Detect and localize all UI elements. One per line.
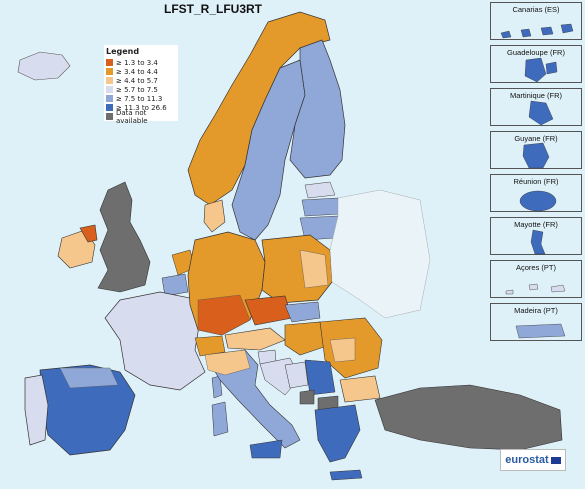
eu-flag-icon [550,456,561,464]
inset-label: Açores (PT) [515,263,556,272]
legend-item: ≥ 1.3 to 3.4 [106,58,178,67]
inset-label: Guadeloupe (FR) [507,48,565,57]
inset-map [522,142,550,169]
legend-item: Data not available [106,109,178,125]
legend-label: ≥ 11.3 to 26.6 [116,103,167,112]
legend-item: ≥ 3.4 to 4.4 [106,67,178,76]
inset-label: Canarias (ES) [512,5,560,14]
region-poland-east[interactable] [299,249,329,289]
region-sardinia[interactable] [211,401,229,437]
eurostat-logo: eurostat [500,449,566,471]
inset-label: Guyane (FR) [514,134,558,143]
region-sicily[interactable] [249,439,283,459]
region-spain-north[interactable] [59,367,119,389]
legend-swatch [106,68,113,75]
inset-map [515,323,566,339]
legend-swatch [106,77,113,84]
inset-label: Réunion (FR) [513,177,559,186]
legend-swatch [106,95,113,102]
region-switzerland[interactable] [194,335,226,357]
map-title: LFST_R_LFU3RT [163,2,262,16]
inset-guyane[interactable]: Guyane (FR) [490,131,582,169]
inset-martinique[interactable]: Martinique (FR) [490,88,582,126]
region-northern-ireland[interactable] [79,224,98,243]
region-italy[interactable] [204,349,301,449]
region-bosnia[interactable] [284,361,309,389]
legend-swatch [106,104,113,111]
legend-item: ≥ 5.7 to 7.5 [106,85,178,94]
region-hungary[interactable] [284,321,331,356]
region-corsica[interactable] [211,375,223,399]
legend-swatch [106,86,113,93]
region-serbia[interactable] [304,359,336,396]
region-east-outside[interactable] [329,189,431,319]
inset-map [500,23,574,39]
legend-label: ≥ 4.4 to 5.7 [116,76,158,85]
region-norway[interactable] [187,11,331,206]
region-romania-west[interactable] [329,337,356,363]
inset-madeira[interactable]: Madeira (PT) [490,303,582,341]
region-finland[interactable] [289,39,346,179]
inset-canarias[interactable]: Canarias (ES) [490,2,582,40]
inset-label: Mayotte (FR) [514,220,558,229]
region-denmark[interactable] [203,199,226,233]
legend-title: Legend [106,47,140,56]
region-crete[interactable] [329,469,363,481]
region-germany-south[interactable] [197,294,251,336]
region-slovakia[interactable] [284,301,321,323]
legend-item: ≥ 4.4 to 5.7 [106,76,178,85]
inset-map [528,100,554,126]
legend-label: ≥ 1.3 to 3.4 [116,58,158,67]
region-iceland[interactable] [17,51,71,81]
inset-mayotte[interactable]: Mayotte (FR) [490,217,582,255]
logo-text: eurostat [505,454,549,466]
region-belgium[interactable] [161,273,189,297]
inset-reunion[interactable]: Réunion (FR) [490,174,582,212]
legend-label: ≥ 5.7 to 7.5 [116,85,158,94]
legend-label: ≥ 3.4 to 4.4 [116,67,158,76]
legend-swatch [106,59,113,66]
legend-label: Data not available [116,108,148,125]
inset-acores[interactable]: Açores (PT) [490,260,582,298]
region-estonia[interactable] [304,181,336,199]
region-greece[interactable] [314,404,361,463]
region-bulgaria[interactable] [339,375,381,403]
region-austria[interactable] [224,327,286,351]
inset-map [524,57,558,83]
inset-guadeloupe[interactable]: Guadeloupe (FR) [490,45,582,83]
inset-label: Martinique (FR) [509,91,563,100]
legend-swatch [106,113,113,120]
region-turkey[interactable] [374,384,563,451]
region-portugal[interactable] [24,374,49,446]
inset-map [519,190,557,212]
inset-map [530,229,546,255]
region-italy-north[interactable] [204,349,251,376]
region-latvia[interactable] [301,197,341,217]
inset-label: Madeira (PT) [514,306,558,315]
legend: Legend ≥ 1.3 to 3.4 ≥ 3.4 to 4.4 ≥ 4.4 t… [104,45,178,125]
region-montenegro[interactable] [299,389,315,405]
legend-item: ≥ 7.5 to 11.3 [106,94,178,103]
legend-label: ≥ 7.5 to 11.3 [116,94,163,103]
legend-item: ≥ 11.3 to 26.6 [106,103,178,112]
region-united-kingdom[interactable] [97,181,151,293]
inset-map [505,283,566,295]
region-france[interactable] [104,291,206,391]
